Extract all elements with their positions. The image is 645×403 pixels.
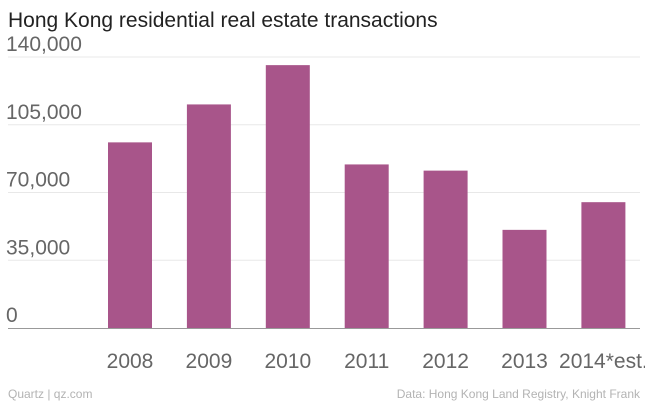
x-axis-labels: 2008 2009 2010 2011 2012 2013 2014*est. — [107, 350, 645, 373]
bar-2010 — [265, 65, 310, 328]
y-tick-label: 35,000 — [6, 236, 70, 259]
bar-2009 — [186, 104, 231, 328]
x-tick-label: 2012 — [422, 350, 469, 373]
y-tick-label: 105,000 — [6, 101, 82, 124]
x-tick-label: 2008 — [107, 350, 154, 373]
bars — [108, 65, 626, 328]
x-tick-label: 2009 — [186, 350, 233, 373]
footer-source-left: Quartz | qz.com — [8, 387, 92, 401]
gridlines — [8, 56, 640, 261]
x-tick-label: 2013 — [501, 350, 548, 373]
bar-2011 — [344, 164, 389, 328]
y-axis-labels: 0 35,000 70,000 105,000 140,000 — [6, 33, 82, 327]
y-tick-label: 140,000 — [6, 33, 82, 56]
footer-source-right: Data: Hong Kong Land Registry, Knight Fr… — [397, 387, 641, 401]
chart-title: Hong Kong residential real estate transa… — [8, 9, 438, 32]
x-tick-label: 2014*est. — [559, 350, 645, 373]
x-tick-label: 2010 — [264, 350, 311, 373]
bar-2013 — [502, 229, 547, 328]
y-tick-label: 70,000 — [6, 169, 70, 192]
y-tick-label: 0 — [6, 304, 18, 327]
bar-2008 — [108, 142, 152, 328]
bar-2012 — [423, 170, 468, 328]
x-tick-label: 2011 — [344, 350, 389, 373]
bar-2014est — [581, 202, 626, 328]
